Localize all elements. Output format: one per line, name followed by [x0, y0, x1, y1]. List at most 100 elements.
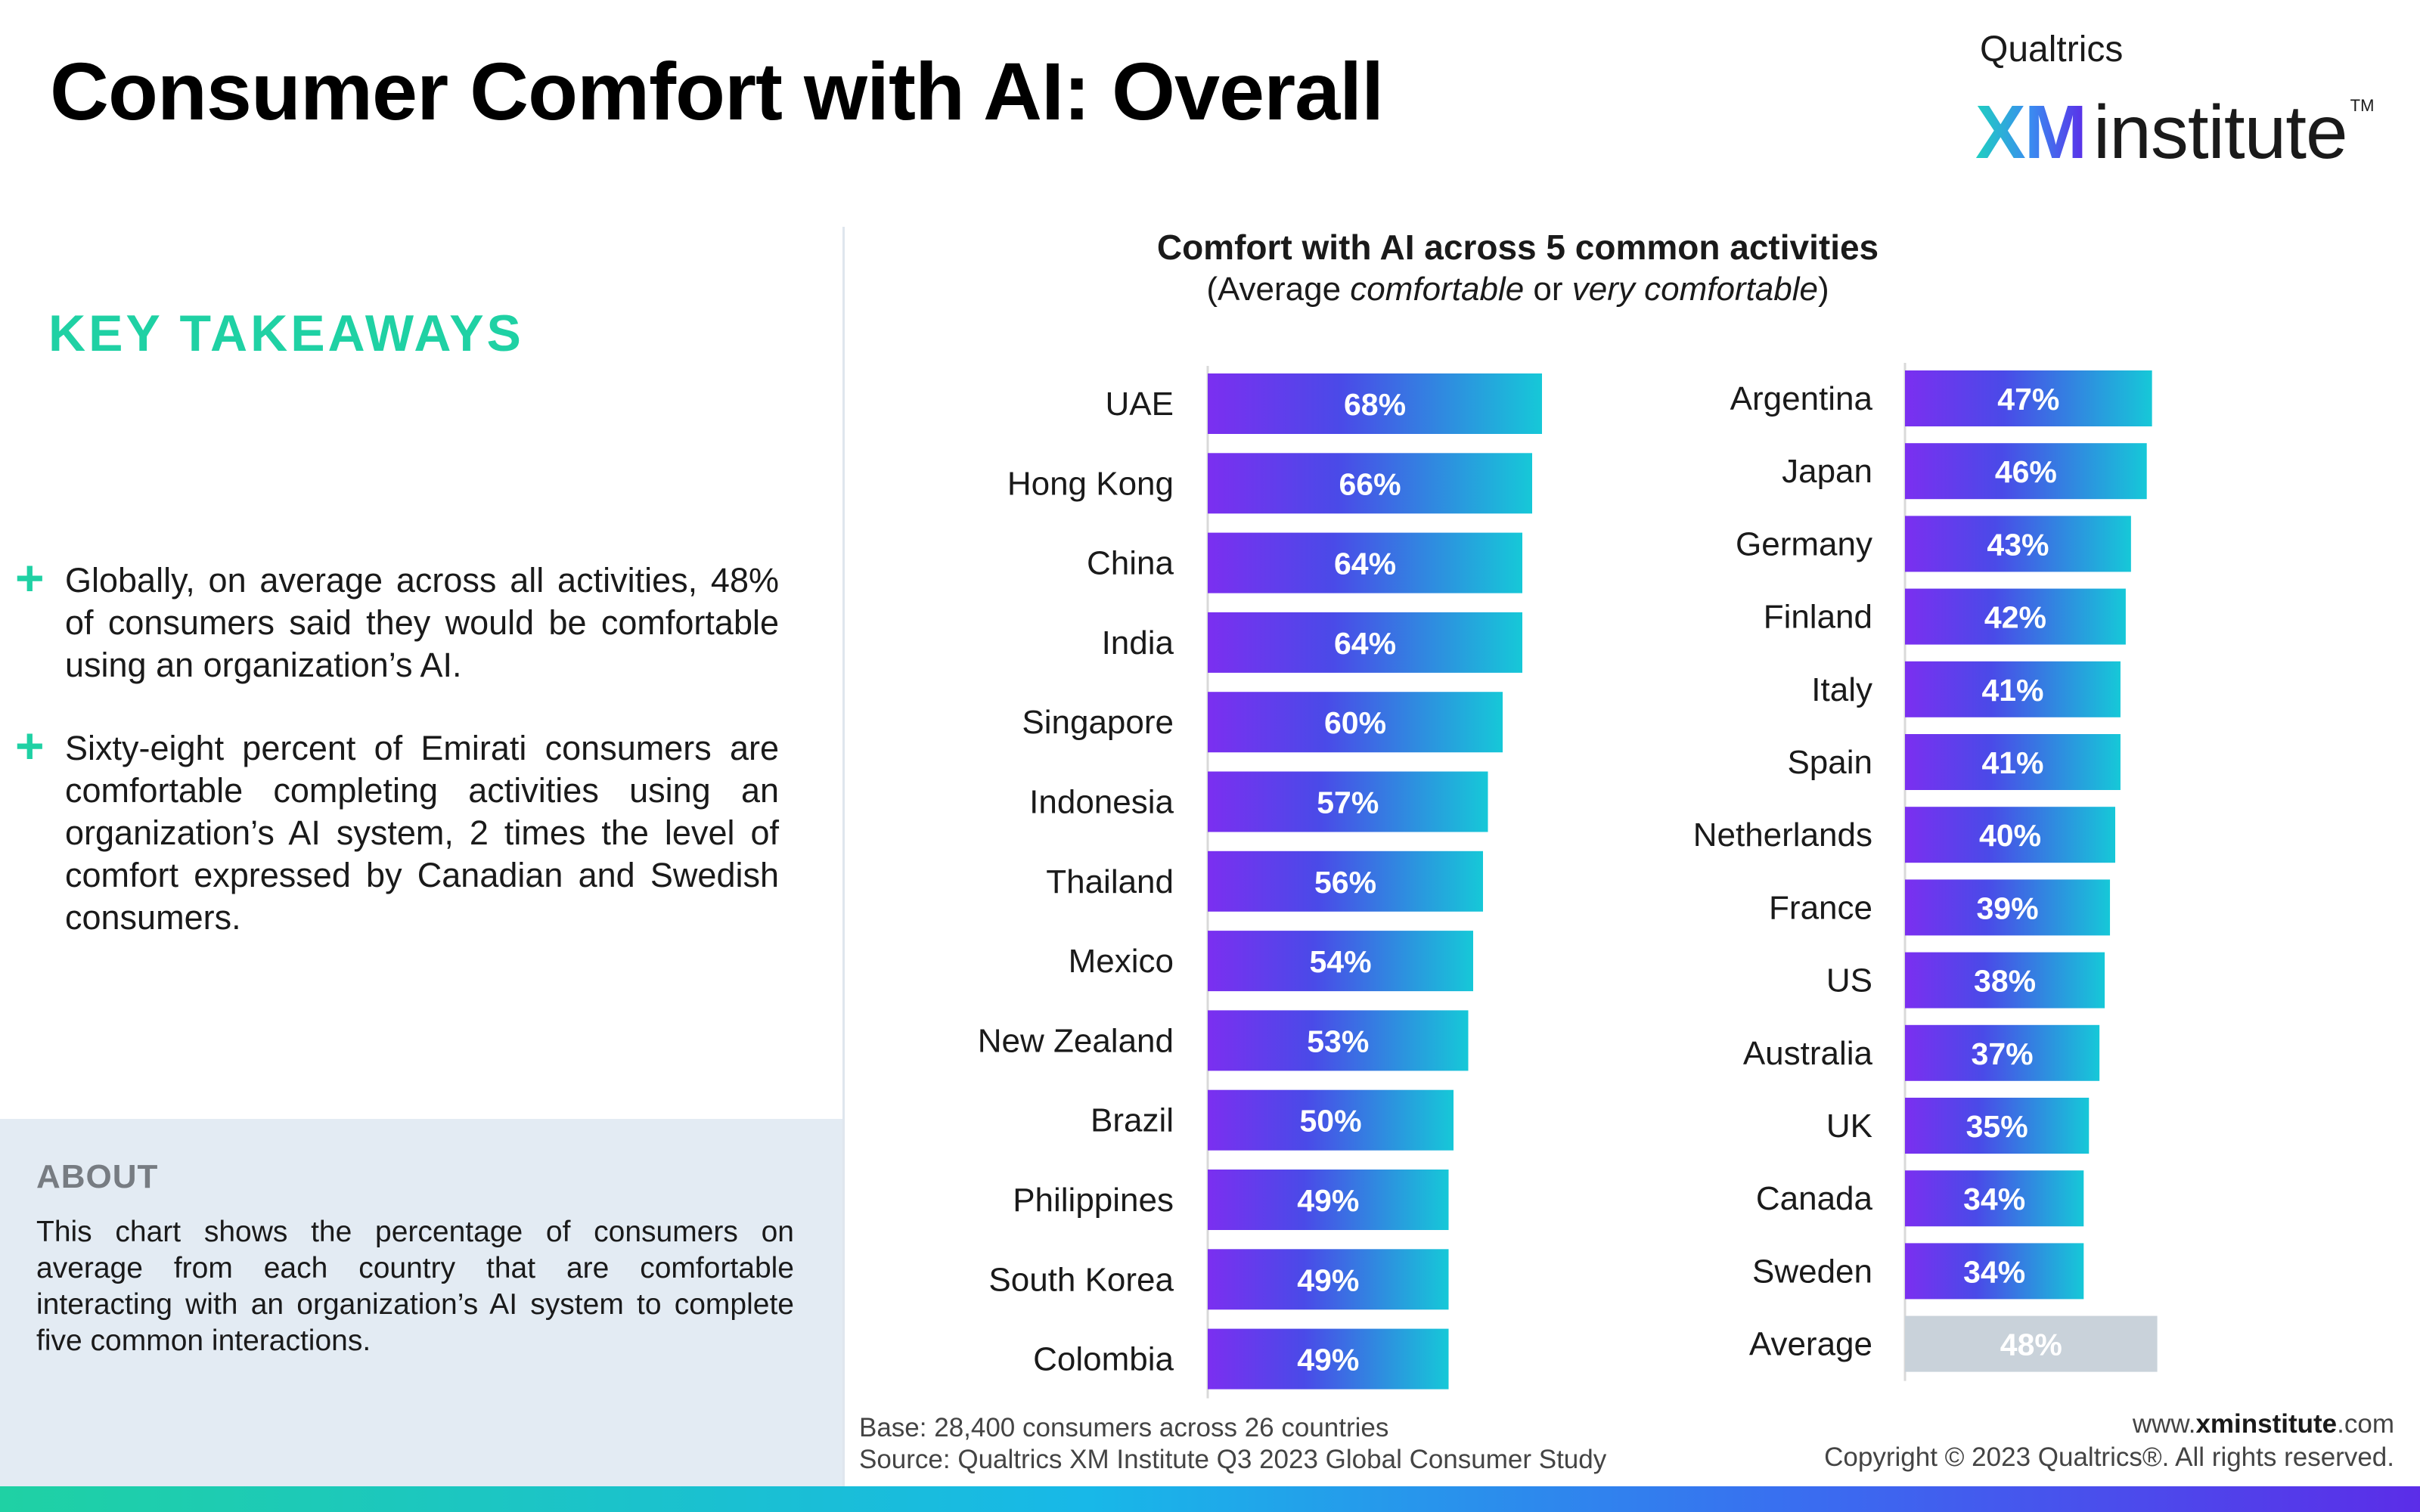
base-note: Base: 28,400 consumers across 26 countri… [859, 1413, 1389, 1442]
bar [1208, 931, 1473, 992]
category-label: Average [1749, 1326, 1872, 1363]
bar [1208, 612, 1522, 673]
category-label: Netherlands [1693, 816, 1872, 854]
key-takeaways-heading: KEY TAKEAWAYS [48, 305, 524, 362]
category-label: Finland [1764, 599, 1872, 636]
bar [1905, 443, 2147, 500]
subtitle-part: ) [1818, 271, 1829, 308]
category-label: New Zealand [978, 1022, 1174, 1059]
plus-icon: + [15, 550, 45, 606]
category-label: France [1769, 889, 1872, 926]
category-label: Germany [1736, 525, 1872, 562]
bar [1905, 370, 2152, 426]
bar [1905, 516, 2131, 572]
vertical-divider [842, 227, 845, 1493]
logo-qualtrics-text: Qualtrics [1980, 29, 2124, 70]
average-bar [1905, 1315, 2158, 1372]
footer-source: Base: 28,400 consumers across 26 countri… [859, 1412, 1606, 1476]
bar [1208, 1089, 1454, 1151]
bar [1208, 771, 1488, 832]
category-label: UK [1826, 1108, 1872, 1145]
bar [1905, 1098, 2090, 1154]
page-title: Consumer Comfort with AI: Overall [50, 45, 1384, 137]
bar [1208, 373, 1542, 434]
bar [1208, 532, 1522, 593]
value-label: 49% [1297, 1263, 1359, 1297]
about-panel: ABOUT This chart shows the percentage of… [0, 1119, 842, 1493]
logo-institute: institute [2093, 90, 2348, 175]
logo-trademark: TM [2350, 96, 2375, 115]
bar [1208, 692, 1503, 753]
bar [1905, 661, 2121, 717]
bar [1208, 453, 1532, 514]
takeaway-item: + Globally, on average across all activi… [15, 550, 779, 686]
xm-institute-logo: Qualtrics XM institute TM [1975, 29, 2399, 170]
subtitle-part: (Average [1206, 271, 1351, 308]
value-label: 49% [1297, 1343, 1359, 1377]
subtitle-part: or [1524, 271, 1572, 308]
category-label: Philippines [1013, 1182, 1174, 1219]
value-label: 66% [1339, 466, 1401, 501]
source-note: Source: Qualtrics XM Institute Q3 2023 G… [859, 1445, 1607, 1474]
chart-layer: UAE 68% Hong Kong 66% China 64% India 64% Singap… [978, 363, 2158, 1399]
value-label: 38% [1974, 964, 2036, 999]
category-label: Colombia [1033, 1341, 1174, 1378]
value-label: 43% [1987, 527, 2049, 562]
plus-icon: + [15, 717, 45, 773]
value-label: 57% [1317, 785, 1379, 820]
value-label: 56% [1314, 865, 1376, 900]
category-label: Sweden [1752, 1253, 1872, 1290]
category-label: Japan [1782, 453, 1872, 490]
category-label: US [1826, 962, 1872, 999]
category-label: South Korea [988, 1261, 1174, 1298]
subtitle-emphasis-comfortable: comfortable [1350, 271, 1525, 308]
copyright-text: Copyright © 2023 Qualtrics®. All rights … [1824, 1442, 2394, 1472]
value-label: 68% [1344, 387, 1406, 422]
value-label: 41% [1981, 673, 2043, 708]
bar [1208, 1249, 1449, 1310]
takeaway-text: Globally, on average across all activiti… [65, 561, 779, 684]
bar [1905, 952, 2105, 1009]
bar [1208, 1010, 1469, 1071]
value-label: 35% [1966, 1109, 2028, 1144]
website-link[interactable]: www.xminstitute.com [1824, 1408, 2394, 1441]
bar [1905, 807, 2115, 863]
bottom-gradient-bar [0, 1486, 2420, 1512]
footer-copyright: www.xminstitute.com Copyright © 2023 Qua… [1824, 1408, 2394, 1474]
category-label: UAE [1106, 386, 1174, 423]
value-label: 60% [1324, 705, 1386, 740]
about-title: ABOUT [36, 1158, 159, 1195]
value-label: 37% [1972, 1036, 2034, 1071]
value-label: 42% [1984, 600, 2046, 635]
about-text: This chart shows the percentage of consu… [36, 1216, 794, 1357]
category-label: Australia [1743, 1035, 1873, 1072]
bar [1905, 588, 2126, 645]
category-label: Italy [1811, 671, 1872, 708]
bar [1208, 1328, 1449, 1390]
category-label: Spain [1787, 744, 1872, 781]
value-label: 46% [1995, 454, 2057, 489]
value-label: 39% [1976, 891, 2038, 925]
value-label: 64% [1334, 626, 1396, 661]
value-label: 34% [1963, 1182, 2025, 1216]
value-label: 34% [1963, 1254, 2025, 1289]
value-label: 53% [1307, 1024, 1369, 1058]
value-label: 40% [1979, 818, 2041, 853]
category-label: Canada [1756, 1180, 1873, 1217]
bar [1905, 734, 2121, 790]
bar [1905, 1243, 2084, 1300]
category-label: Hong Kong [1007, 465, 1174, 502]
subtitle-emphasis-very-comfortable: very comfortable [1571, 271, 1818, 308]
takeaway-item: + Sixty-eight percent of Emirati consume… [15, 717, 779, 939]
category-label: India [1102, 624, 1174, 662]
logo-main: XM institute TM [1975, 68, 2374, 170]
takeaway-text: Sixty-eight percent of Emirati consumers… [65, 729, 779, 937]
value-label: 49% [1297, 1183, 1359, 1218]
bar [1905, 1024, 2100, 1081]
bar [1208, 850, 1483, 912]
category-label: Singapore [1022, 704, 1174, 741]
bar [1905, 1170, 2084, 1227]
category-label: Indonesia [1029, 784, 1174, 821]
value-label: 41% [1981, 745, 2043, 780]
